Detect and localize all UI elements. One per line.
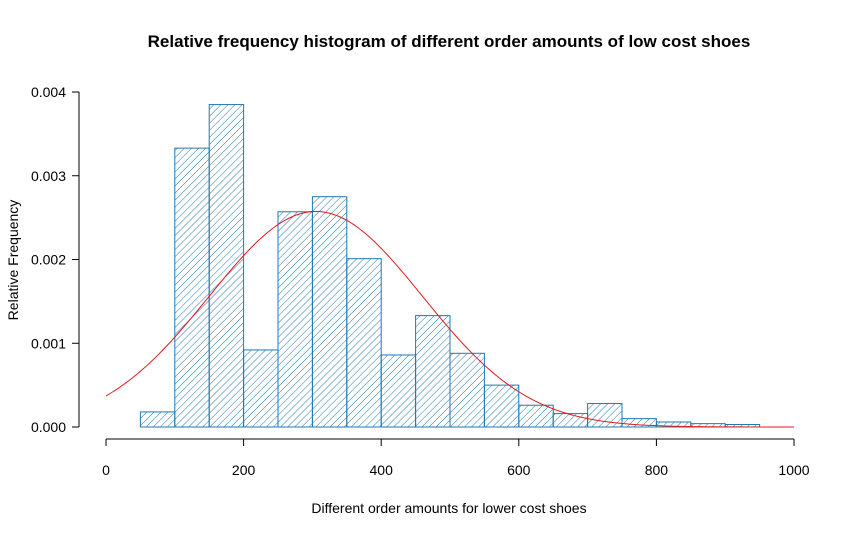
histogram-bar [380, 354, 417, 428]
histogram-bar [139, 411, 176, 428]
histogram-bar [449, 352, 485, 428]
histogram-bar [415, 315, 451, 428]
y-tick-label: 0.001 [31, 335, 66, 351]
x-tick-label: 600 [507, 462, 531, 478]
y-tick-label: 0.004 [31, 84, 66, 100]
histogram-bar [243, 349, 279, 428]
x-tick-label: 400 [370, 462, 394, 478]
y-tick-label: 0.002 [31, 252, 66, 268]
y-tick-label: 0.000 [31, 419, 66, 435]
histogram-bar [174, 147, 210, 428]
y-axis: 0.000 0.001 0.002 0.003 0.004 [31, 84, 80, 435]
y-axis-label: Relative Frequency [5, 200, 21, 321]
x-axis: 0 200 400 600 800 1000 [102, 438, 810, 478]
histogram-bar [277, 211, 313, 428]
histogram-bar [518, 404, 554, 428]
x-axis-label: Different order amounts for lower cost s… [311, 500, 586, 516]
bars-group [139, 104, 761, 428]
histogram-bar [552, 413, 589, 428]
normal-curve [105, 210, 794, 428]
histogram-bar [346, 258, 382, 428]
histogram-bar [587, 403, 623, 428]
x-tick-label: 1000 [778, 462, 809, 478]
x-tick-label: 200 [232, 462, 256, 478]
y-tick-label: 0.003 [31, 168, 66, 184]
histogram-bar [208, 104, 245, 428]
x-tick-label: 0 [102, 462, 110, 478]
histogram-bar [311, 196, 348, 428]
chart-title: Relative frequency histogram of differen… [148, 32, 751, 51]
histogram-bar [483, 384, 520, 428]
x-tick-label: 800 [645, 462, 669, 478]
